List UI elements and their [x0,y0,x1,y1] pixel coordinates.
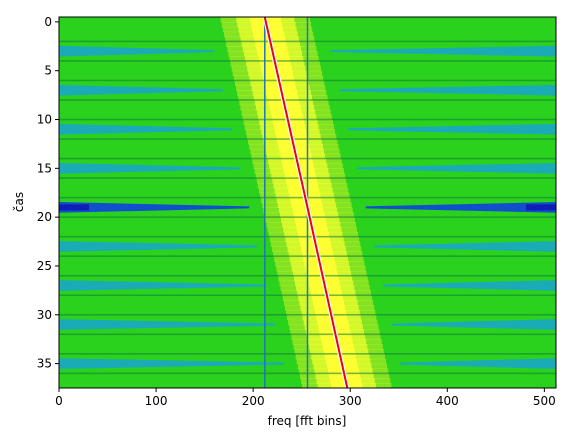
heatmap-band-right [391,319,556,330]
y-axis-ticks: 0 5 10 15 20 25 30 35 [37,15,59,371]
heatmap-band-right [374,241,556,252]
x-tick-label: 300 [339,394,362,408]
x-tick-label: 500 [533,394,556,408]
overlay-lines [262,17,350,388]
x-axis-ticks: 0 100 200 300 400 500 [55,388,556,408]
y-tick-label: 25 [37,259,52,273]
x-axis-label: freq [fft bins] [268,414,347,428]
y-axis-label: čas [12,192,26,212]
x-tick-label: 100 [145,394,168,408]
y-tick-label: 30 [37,308,52,322]
heatmap-band-right [400,358,556,369]
y-tick-label: 20 [37,210,52,224]
heatmap-band-right [365,202,556,213]
plot-frame [58,16,557,389]
x-tick-label: 200 [242,394,265,408]
heatmap-band-right [382,280,556,291]
heatmap-band-left [59,162,241,174]
y-tick-label: 0 [44,15,52,29]
heatmap-band-left [59,123,232,135]
heatmap-band-left [59,319,276,330]
x-tick-label: 400 [436,394,459,408]
heatmap-band-left [59,241,258,252]
y-tick-label: 5 [44,64,52,78]
heatmap-band-left [59,45,215,57]
y-tick-label: 35 [37,357,52,371]
heatmap-band-left [59,202,250,213]
heatmap-band-right [348,123,556,135]
y-tick-label: 15 [37,161,52,175]
y-tick-label: 10 [37,113,52,127]
heatmap-band-left [59,280,267,291]
x-tick-label: 0 [55,394,63,408]
heatmap-band-left [59,84,223,96]
heatmap-band-right [330,45,556,57]
heatmap-band-right [339,84,556,96]
heatmap-band-edge-right [526,204,556,211]
heatmap-band-right [356,162,556,174]
heatmap-band-left [59,358,284,369]
trace-line [263,17,349,388]
heatmap-band-edge-left [59,204,89,211]
